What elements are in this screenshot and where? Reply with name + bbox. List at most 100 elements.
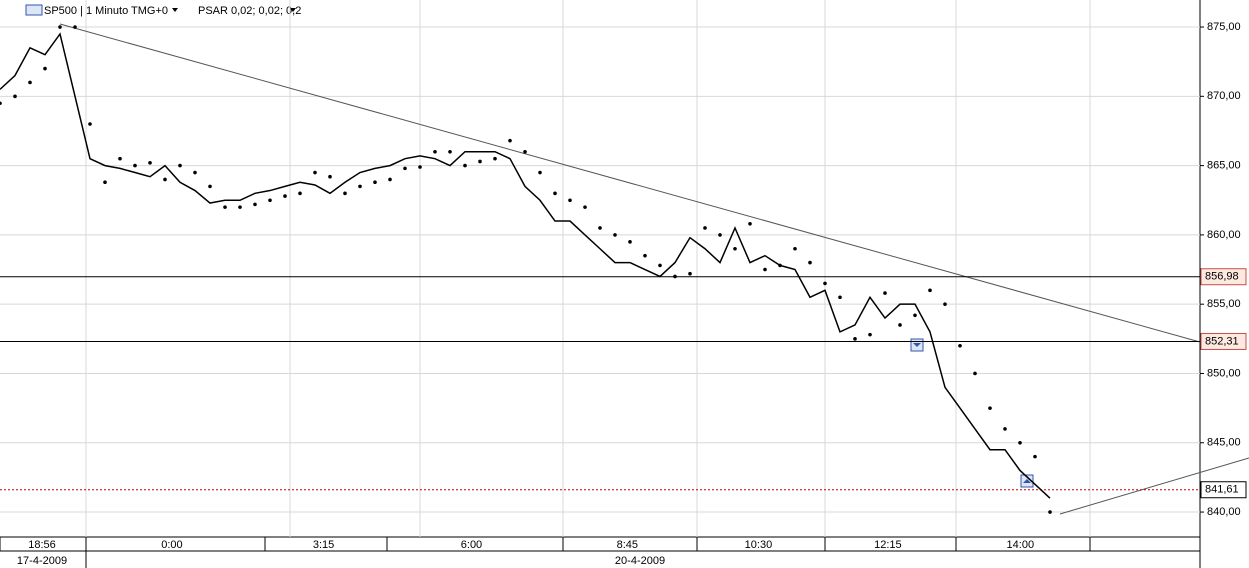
x-tick-label: 0:00 [161,539,182,551]
level-tag [1200,268,1247,286]
psar-dot [133,163,137,168]
psar-dot [778,263,782,268]
psar-dot [118,156,122,161]
psar-dot [658,263,662,268]
psar-dot [478,159,482,164]
psar-dot [958,343,962,348]
psar-dot [148,161,152,165]
x-tick-label: 12:15 [874,539,902,551]
psar-dot [328,174,332,179]
psar-dot [448,149,452,154]
psar-dot [643,253,647,258]
psar-dot [853,337,857,341]
x-tick-label: 14:00 [1007,539,1035,551]
psar-dot [268,198,272,203]
psar-dot [28,80,32,85]
y-tick-label: 865,00 [1207,160,1241,172]
psar-dot [898,323,902,327]
psar-dot [343,191,347,196]
y-tick-label: 860,00 [1207,229,1241,241]
psar-dot [1048,510,1052,514]
psar-dot [763,267,767,272]
psar-dot [1033,454,1037,459]
psar-dot [463,163,467,168]
psar-dot [58,25,62,29]
psar-dot [913,313,917,318]
psar-dot [283,194,287,198]
psar-dot [403,166,407,171]
psar-dot [253,202,257,207]
psar-dot [973,371,977,376]
x-tick-label: 3:15 [313,539,334,551]
psar-dot [793,246,797,251]
buy-arrow [1023,479,1031,483]
psar-dot [178,163,182,168]
level-label: 852,31 [1205,335,1239,347]
trend-line[interactable] [1059,457,1249,515]
indicator-label[interactable]: PSAR 0,02; 0,02; 0,2 [198,5,301,17]
x-tick-label: 8:45 [617,539,638,551]
psar-dot [583,205,587,209]
psar-dot [208,184,212,189]
x-tick-label: 18:56 [28,539,56,551]
psar-dot [943,302,947,306]
psar-dot [193,170,197,175]
level-label: 841,61 [1205,484,1239,496]
psar-dot [418,165,422,169]
psar-dot [733,246,737,251]
psar-dot [808,260,812,265]
dropdown-arrow[interactable] [172,8,178,12]
psar-dot [688,271,692,276]
psar-dot [883,291,887,295]
psar-dot [223,205,227,209]
psar-dot [508,138,512,143]
psar-dot [73,25,77,29]
psar-dot [433,149,437,154]
psar-dot [358,184,362,189]
y-tick-label: 875,00 [1207,21,1241,33]
psar-dot [373,180,377,185]
psar-dot [673,274,677,279]
price-line [0,32,1051,499]
date-label: 20-4-2009 [615,555,665,567]
y-tick-label: 840,00 [1207,506,1241,518]
x-tick-label: 6:00 [461,539,482,551]
psar-dot [823,281,827,286]
psar-dot [103,180,107,185]
psar-dot [43,66,47,71]
psar-dot [598,226,602,230]
trend-line[interactable] [59,23,1201,343]
level-label: 856,98 [1205,271,1239,283]
y-tick-label: 845,00 [1207,437,1241,449]
psar-dot [0,101,2,106]
date-label: 17-4-2009 [17,555,67,567]
psar-dot [238,205,242,209]
dropdown-arrow[interactable] [290,8,296,12]
psar-dot [928,288,932,293]
psar-dot [1003,427,1007,431]
psar-dot [388,177,392,182]
y-tick-label: 850,00 [1207,367,1241,379]
psar-dot [748,222,752,226]
psar-dot [538,170,542,175]
symbol-icon [25,4,43,16]
sell-arrow [913,343,921,347]
psar-dot [493,156,497,161]
psar-dot [988,406,992,410]
level-tag [1200,481,1247,499]
psar-dot [613,233,617,237]
psar-dot [838,295,842,300]
psar-dot [718,233,722,237]
y-tick-label: 870,00 [1207,90,1241,102]
chart-title[interactable]: SP500 | 1 Minuto TMG+0 [44,5,168,17]
psar-dot [163,177,167,182]
y-tick-label: 855,00 [1207,298,1241,310]
psar-dot [1018,440,1022,445]
level-tag [1200,332,1247,350]
psar-dot [553,191,557,196]
psar-dot [13,94,17,99]
psar-dot [703,226,707,230]
